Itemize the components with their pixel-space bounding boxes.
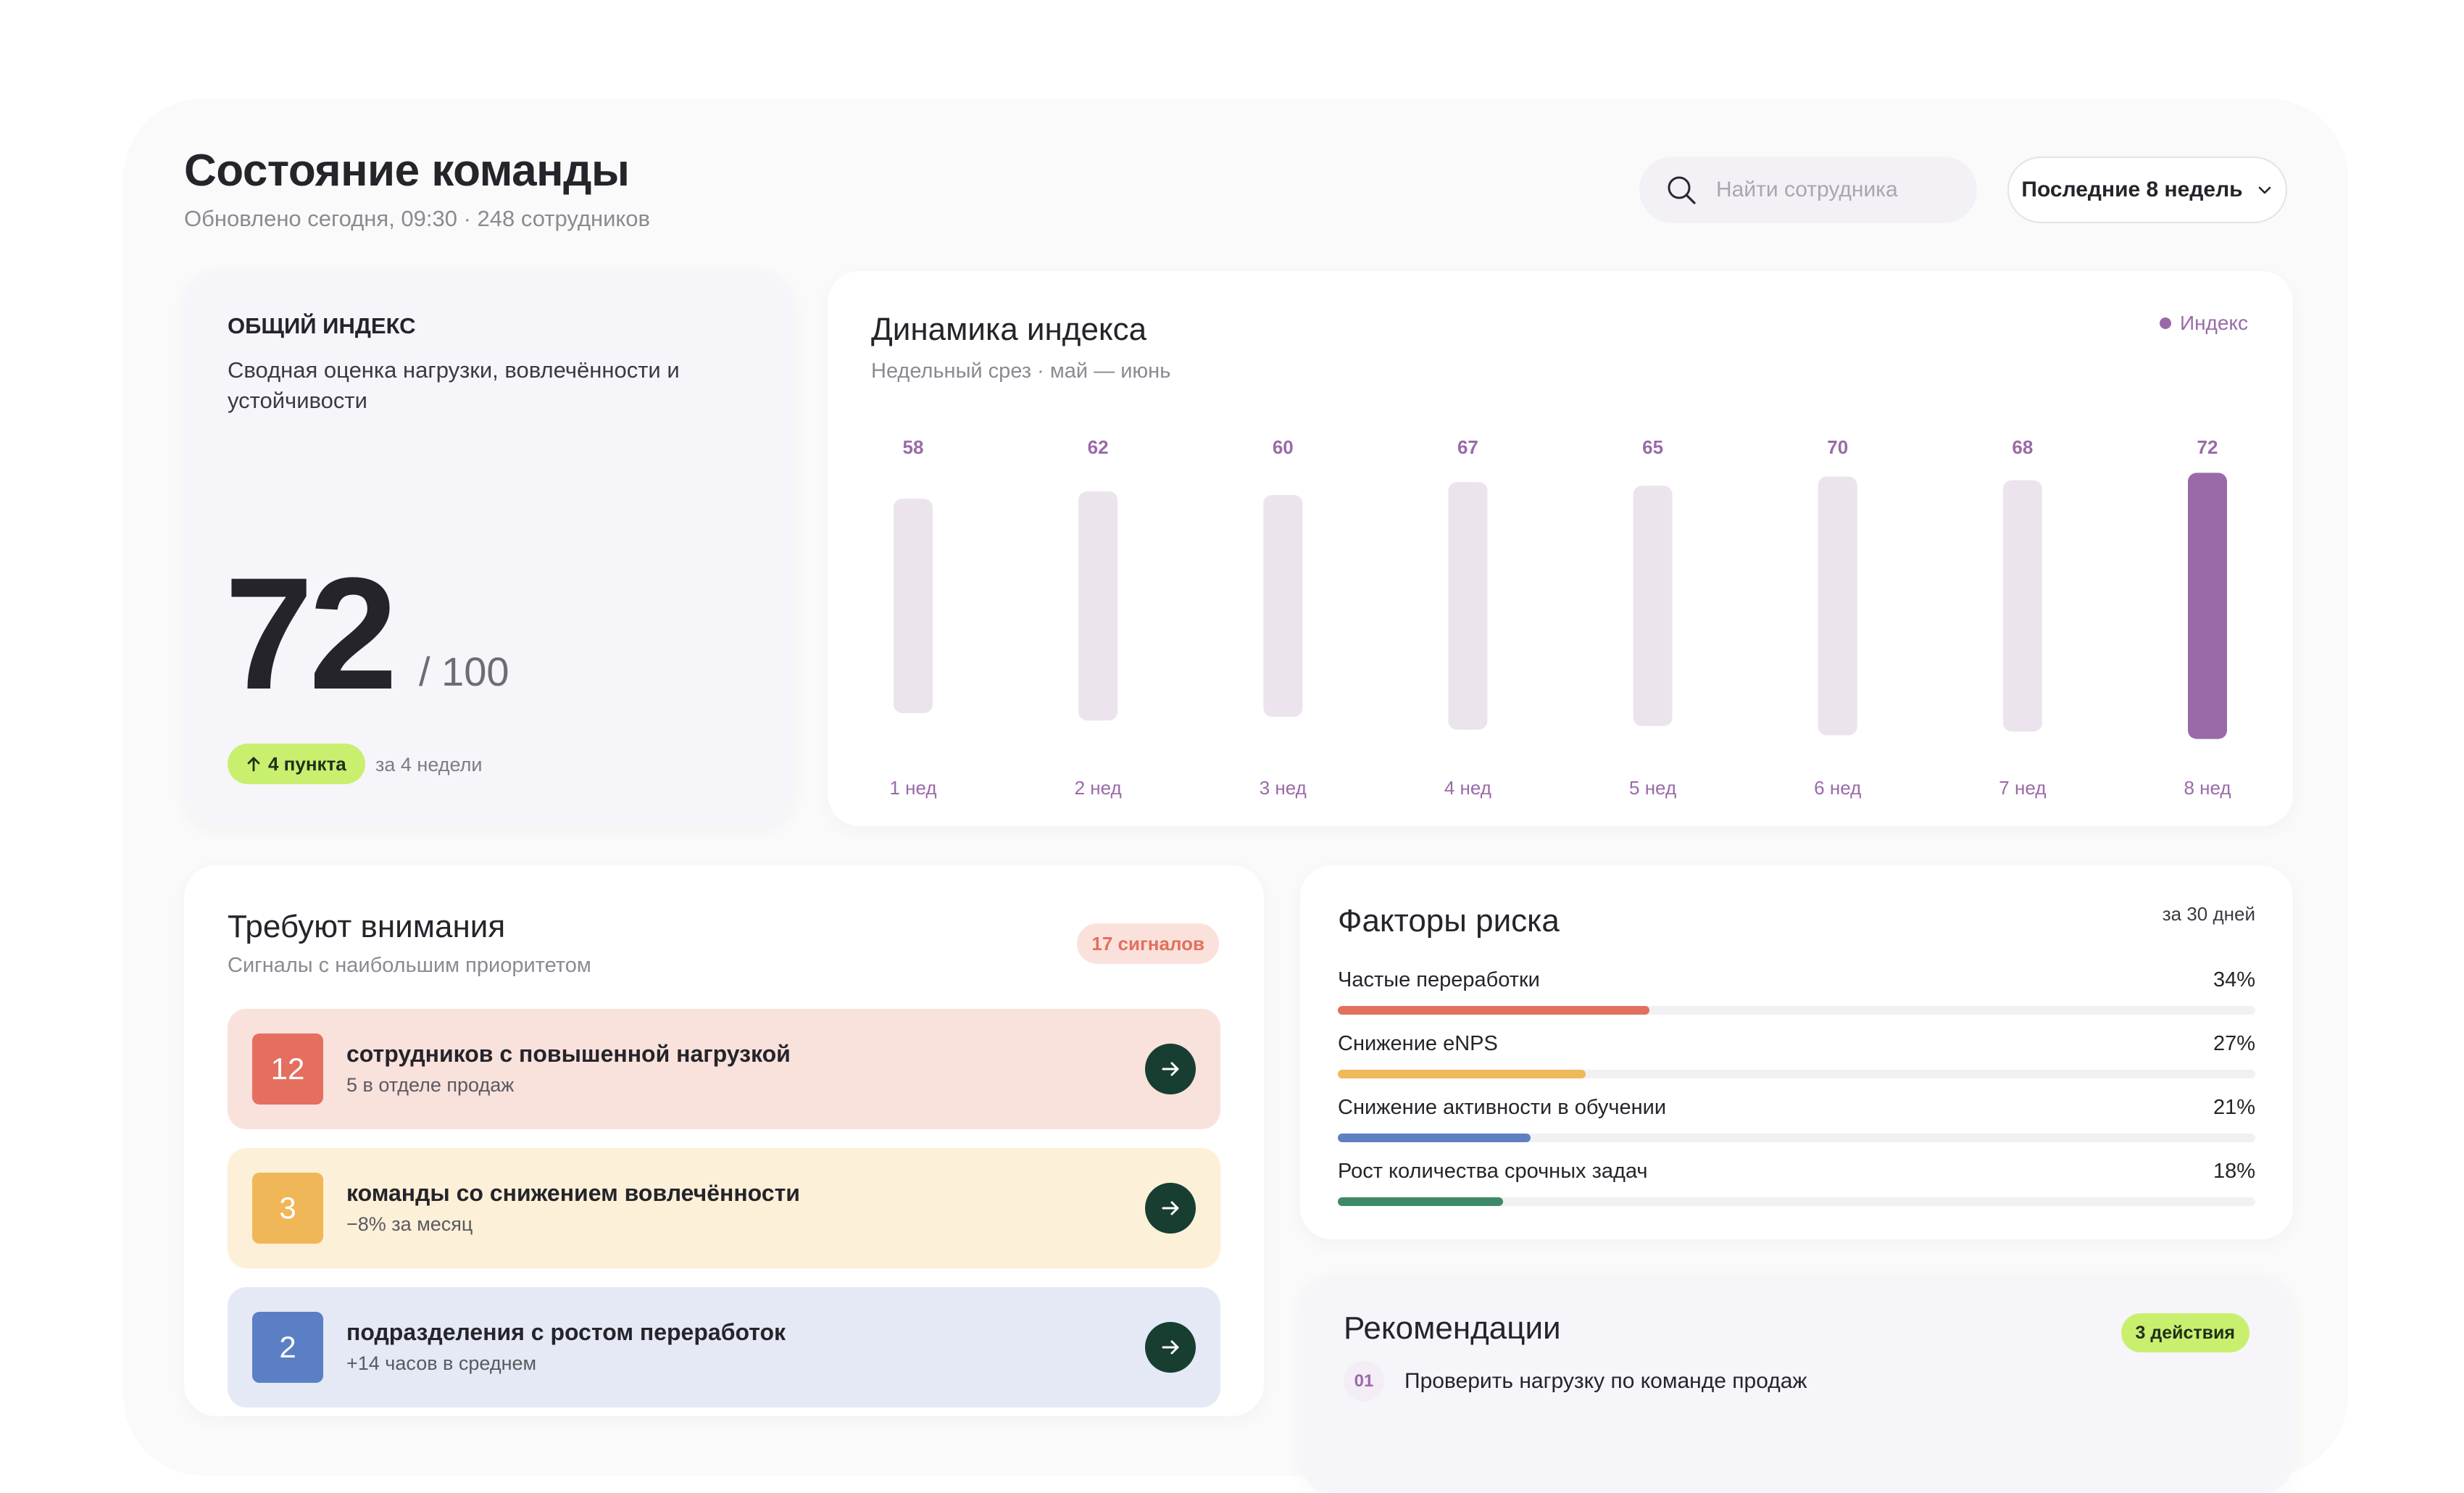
recommendations-card: Рекомендации 3 действия 01 Проверить наг…: [1300, 1276, 2293, 1493]
index-delta-badge: 4 пункта: [228, 744, 365, 784]
chart-value-label-5: 65: [1642, 436, 1663, 458]
search-input[interactable]: [1716, 178, 1963, 202]
chart-tick-label-3: 3 нед: [1260, 777, 1307, 799]
chart-value-label-7: 68: [2012, 436, 2033, 458]
arrow-right-icon: [1162, 1340, 1179, 1355]
index-max: / 100: [419, 649, 509, 694]
attention-subtitle: Сигналы с наибольшим приоритетом: [228, 954, 591, 977]
search-icon: [1668, 176, 1696, 204]
signals-badge: 17 сигналов: [1077, 923, 1219, 964]
chart-bar-4: [1448, 482, 1488, 730]
risk-fill-bar: [1338, 1197, 1503, 1206]
overall-index-card: ОБЩИЙ ИНДЕКС Сводная оценка нагрузки, во…: [184, 271, 793, 826]
chart-legend: Индекс: [2159, 312, 2248, 335]
recommendations-badge: 3 действия: [2120, 1313, 2249, 1352]
page-subtitle: Обновлено сегодня, 09:30 · 248 сотрудник…: [184, 206, 651, 231]
risk-row-overtime: Частые переработки 34%: [1338, 968, 2255, 1019]
alert-open-button[interactable]: [1145, 1322, 1196, 1373]
risk-value: 21%: [2213, 1096, 2255, 1119]
period-label: Последние 8 недель: [2021, 178, 2243, 201]
chart-value-label-3: 60: [1273, 436, 1294, 458]
chart-value-label-4: 67: [1457, 436, 1478, 458]
risk-title: Факторы риска: [1338, 903, 1560, 939]
risk-track: [1338, 1006, 2255, 1015]
chart-value-label-2: 62: [1088, 436, 1109, 458]
risk-fill-bar: [1338, 1070, 1586, 1078]
index-bar-chart: 58 1 нед 62 2 нед 60 3 нед 67 4 нед 65 5 нед 70 6 н…: [889, 436, 2231, 799]
risk-value: 34%: [2213, 968, 2255, 991]
chart-bar-2: [1078, 491, 1118, 721]
risk-row-enps: Снижение eNPS 27%: [1338, 1032, 2255, 1083]
alert-title: сотрудников с повышенной нагрузкой: [346, 1041, 791, 1067]
index-delta-note: за 4 недели: [375, 754, 483, 775]
chart-bar-1: [894, 499, 933, 713]
risk-fill-bar: [1338, 1134, 1531, 1142]
arrow-up-icon: [247, 757, 260, 772]
legend-dot-icon: [2159, 317, 2171, 329]
risk-label: Частые переработки: [1338, 968, 1540, 991]
risk-value: 18%: [2213, 1160, 2255, 1183]
index-delta-value: 4 пункта: [268, 752, 346, 775]
legend-label: Индекс: [2179, 312, 2248, 334]
chart-bar-7: [2002, 480, 2042, 732]
chart-bar-3: [1263, 495, 1303, 717]
risk-label: Снижение активности в обучении: [1338, 1096, 1667, 1119]
page-title: Состояние команды: [184, 146, 630, 196]
chart-value-label-8: 72: [2197, 436, 2218, 458]
risk-track: [1338, 1134, 2255, 1142]
index-card-description: Сводная оценка нагрузки, вовлечённости и…: [228, 357, 680, 413]
chart-tick-label-1: 1 нед: [889, 777, 936, 799]
alert-subtitle: −8% за месяц: [346, 1213, 473, 1235]
risk-row-learning: Снижение активности в обучении 21%: [1338, 1096, 2255, 1147]
chart-tick-label-7: 7 нед: [1999, 777, 2046, 799]
chart-bar-6: [1818, 476, 1857, 736]
alert-count: 3: [252, 1173, 323, 1244]
recommendation-number: 01: [1344, 1361, 1384, 1402]
alert-title: команды со снижением вовлечённости: [346, 1180, 800, 1206]
alert-item-overload[interactable]: 12 сотрудников с повышенной нагрузкой 5 …: [228, 1009, 1220, 1129]
chart-tick-label-8: 8 нед: [2184, 777, 2231, 799]
alert-title: подразделения с ростом переработок: [346, 1319, 786, 1345]
chart-value-label-6: 70: [1827, 436, 1848, 458]
index-value: 72: [225, 544, 398, 723]
recommendations-title: Рекомендации: [1344, 1310, 1561, 1346]
chart-tick-label-5: 5 нед: [1629, 777, 1676, 799]
alert-item-overtime[interactable]: 2 подразделения с ростом переработок +14…: [228, 1287, 1220, 1407]
risk-label: Снижение eNPS: [1338, 1032, 1498, 1055]
chart-tick-label-2: 2 нед: [1075, 777, 1122, 799]
alert-open-button[interactable]: [1145, 1044, 1196, 1094]
dynamics-subtitle: Недельный срез · май — июнь: [871, 359, 1171, 383]
alert-item-engagement[interactable]: 3 команды со снижением вовлечённости −8%…: [228, 1148, 1220, 1268]
risk-period: за 30 дней: [2162, 903, 2255, 925]
chart-bar-8: [2188, 473, 2227, 739]
alert-subtitle: 5 в отделе продаж: [346, 1074, 515, 1096]
index-dynamics-card: Динамика индекса Недельный срез · май — …: [828, 271, 2293, 826]
risk-value: 27%: [2213, 1032, 2255, 1055]
chart-tick-label-4: 4 нед: [1444, 777, 1491, 799]
recommendation-text: Проверить нагрузку по команде продаж: [1404, 1369, 1807, 1393]
recommendation-item[interactable]: 01 Проверить нагрузку по команде продаж: [1344, 1361, 1807, 1402]
risk-label: Рост количества срочных задач: [1338, 1160, 1648, 1183]
risk-row-urgent: Рост количества срочных задач 18%: [1338, 1160, 2255, 1210]
arrow-right-icon: [1162, 1062, 1179, 1076]
attention-card: Требуют внимания Сигналы с наибольшим пр…: [184, 865, 1264, 1416]
alert-count: 12: [252, 1034, 323, 1105]
risk-fill-bar: [1338, 1006, 1650, 1015]
chart-tick-label-6: 6 нед: [1814, 777, 1861, 799]
risk-track: [1338, 1197, 2255, 1206]
period-select[interactable]: Последние 8 недель: [2007, 157, 2287, 223]
chart-value-label-1: 58: [903, 436, 924, 458]
arrow-right-icon: [1162, 1201, 1179, 1215]
employee-search[interactable]: [1639, 157, 1977, 223]
chart-bar-5: [1633, 486, 1673, 726]
alert-open-button[interactable]: [1145, 1183, 1196, 1234]
dynamics-title: Динамика индекса: [871, 312, 1147, 347]
alert-subtitle: +14 часов в среднем: [346, 1352, 537, 1374]
risk-track: [1338, 1070, 2255, 1078]
alert-count: 2: [252, 1312, 323, 1383]
risk-factors-card: Факторы риска за 30 дней Частые перерабо…: [1300, 865, 2293, 1239]
index-card-title: ОБЩИЙ ИНДЕКС: [228, 313, 416, 338]
chevron-down-icon: [2258, 186, 2271, 194]
attention-title: Требуют внимания: [228, 909, 506, 944]
